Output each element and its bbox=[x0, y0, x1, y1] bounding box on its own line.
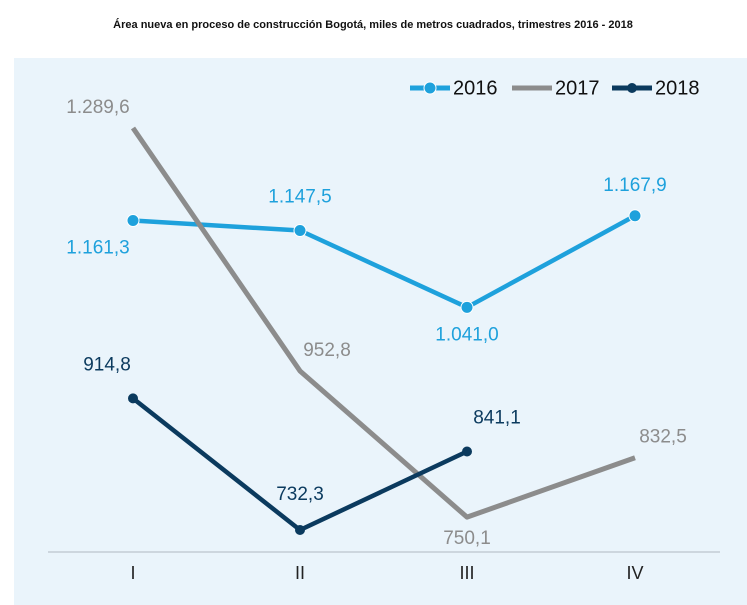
value-label: 1.167,9 bbox=[603, 175, 666, 196]
point bbox=[128, 393, 138, 404]
point bbox=[628, 209, 642, 223]
x-tick-label: I bbox=[130, 563, 135, 583]
point bbox=[126, 214, 140, 228]
point bbox=[295, 525, 305, 535]
legend-label: 2017 bbox=[555, 77, 600, 99]
value-label: 1.041,0 bbox=[435, 324, 498, 345]
x-tick-label: IV bbox=[626, 563, 643, 583]
plot-background bbox=[14, 58, 747, 605]
x-tick-label: III bbox=[459, 563, 474, 583]
value-label: 1.147,5 bbox=[268, 187, 331, 208]
point bbox=[460, 300, 474, 314]
legend-marker bbox=[423, 81, 437, 95]
legend-label: 2018 bbox=[655, 77, 700, 99]
chart-title: Área nueva en proceso de construcción Bo… bbox=[113, 18, 633, 31]
value-label: 732,3 bbox=[276, 484, 324, 505]
series-line bbox=[130, 126, 636, 520]
point bbox=[293, 224, 307, 238]
x-tick-label: II bbox=[295, 563, 305, 583]
value-label: 832,5 bbox=[639, 427, 687, 448]
legend-marker bbox=[627, 83, 637, 93]
value-label: 841,1 bbox=[473, 408, 521, 429]
legend-label: 2016 bbox=[453, 77, 498, 99]
value-label: 914,8 bbox=[83, 354, 131, 375]
series-line bbox=[132, 213, 637, 310]
point bbox=[462, 446, 472, 457]
value-label: 1.161,3 bbox=[66, 238, 129, 259]
value-label: 750,1 bbox=[443, 528, 491, 549]
value-label: 952,8 bbox=[303, 340, 351, 361]
value-label: 1.289,6 bbox=[66, 97, 129, 118]
